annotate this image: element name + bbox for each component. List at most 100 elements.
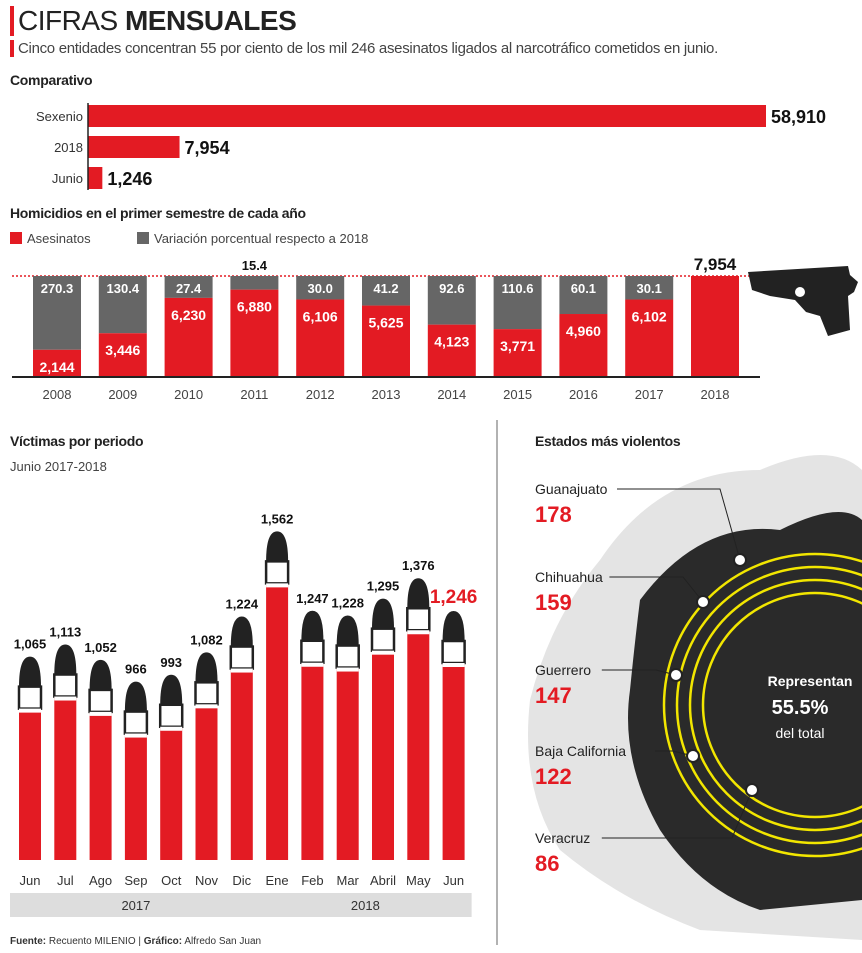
month-label: Abril <box>370 873 396 888</box>
victimas-bar <box>54 694 77 860</box>
state-marker <box>696 595 710 609</box>
asesinatos-value-label: 5,625 <box>368 315 403 331</box>
bullet-rim <box>266 583 289 588</box>
bullet-casing-icon <box>300 639 325 665</box>
month-label: Jun <box>443 873 464 888</box>
bullet-rim <box>54 696 77 701</box>
variation-value-label: 15.4 <box>242 258 268 273</box>
bullet-rim <box>160 726 183 731</box>
variation-bar <box>427 276 476 325</box>
victimas-value-label: 1,228 <box>331 596 364 611</box>
comparativo-bar <box>88 105 766 127</box>
month-label: Dic <box>232 873 251 888</box>
asesinatos-value-label: 4,123 <box>434 334 469 350</box>
year-label: 2017 <box>635 387 664 402</box>
victimas-bar <box>336 665 359 860</box>
year-group-label: 2017 <box>121 898 150 913</box>
year-label: 2011 <box>240 387 268 402</box>
comparativo-category-label: Junio <box>52 171 83 186</box>
bullet-tip-icon <box>336 615 359 646</box>
bullet-tip-icon <box>442 611 465 642</box>
asesinatos-value-label: 6,102 <box>632 309 667 325</box>
page-title: CIFRAS MENSUALES <box>10 5 297 36</box>
asesinatos-bar <box>691 276 739 377</box>
victimas-value-label: 1,065 <box>14 637 47 652</box>
month-label: May <box>406 873 431 888</box>
leader-line <box>617 488 741 561</box>
variation-value-label: 30.0 <box>308 281 333 296</box>
bullet-rim <box>442 663 465 668</box>
year-label: 2014 <box>437 387 466 402</box>
variation-bar <box>230 276 279 290</box>
state-value: 178 <box>535 502 572 527</box>
homicidios-title: Homicidios en el primer semestre de cada… <box>10 205 306 221</box>
credit: Alfredo San Juan <box>184 936 262 947</box>
bullet-casing-icon <box>194 681 219 706</box>
legend-label: Asesinatos <box>27 231 91 246</box>
victimas-bar <box>301 660 324 860</box>
asesinatos-value-label: 6,106 <box>303 308 338 324</box>
title-light: CIFRAS <box>18 5 118 36</box>
variation-bar <box>493 276 542 330</box>
bullet-casing-icon <box>406 606 431 632</box>
variation-value-label: 270.3 <box>41 281 74 296</box>
state-name: Chihuahua <box>535 569 603 585</box>
state-marker <box>669 668 683 682</box>
asesinatos-value-label: 6,230 <box>171 307 206 323</box>
asesinatos-bar <box>296 299 345 377</box>
variation-value-label: 30.1 <box>637 281 662 296</box>
victimas-value-label: 1,113 <box>49 625 81 640</box>
comparativo-bar <box>88 167 103 189</box>
variation-value-label: 41.2 <box>373 281 398 296</box>
variation-bar <box>362 276 410 306</box>
state-name: Guanajuato <box>535 481 608 497</box>
comparativo-category-label: Sexenio <box>36 109 83 124</box>
bullet-rim <box>195 704 218 709</box>
bullet-casing-icon <box>335 644 360 669</box>
victimas-value-label: 1,224 <box>226 597 259 612</box>
state-name: Guerrero <box>535 662 591 678</box>
victimas-bar <box>230 666 253 860</box>
variation-bar <box>296 276 345 300</box>
variation-bar <box>98 276 147 334</box>
bullet-rim <box>19 708 41 713</box>
comparativo-value-label: 1,246 <box>107 169 152 189</box>
variation-value-label: 130.4 <box>107 281 140 296</box>
title-bold: MENSUALES <box>124 5 297 36</box>
bullet-hole-halo <box>528 455 862 940</box>
leader-line <box>601 669 677 676</box>
bullet-tip-icon <box>407 578 430 609</box>
bullet-tip-icon <box>54 644 77 675</box>
year-label: 2016 <box>569 387 598 402</box>
victimas-subtitle: Junio 2017-2018 <box>10 459 107 474</box>
target-ring <box>662 552 862 858</box>
asesinatos-value-label: 2,144 <box>39 359 74 375</box>
bullet-casing-icon <box>370 627 396 652</box>
month-label: Mar <box>337 873 360 888</box>
subtitle: Cinco entidades concentran 55 por ciento… <box>10 40 718 57</box>
leader-line <box>601 789 753 839</box>
year-group-band <box>257 893 472 917</box>
victimas-bar <box>195 702 218 860</box>
victimas-value-label: 1,295 <box>367 579 400 594</box>
victimas-bar <box>160 724 183 860</box>
source: Recuento MILENIO <box>48 936 136 947</box>
bullet-rim <box>124 733 147 738</box>
victimas-value-label: 1,247 <box>296 591 329 606</box>
bullet-tip-icon <box>195 652 218 683</box>
credit-label: Gráfico: <box>143 936 183 947</box>
bullet-tip-icon <box>124 681 147 712</box>
bullet-tip-icon <box>160 674 183 705</box>
bullet-casing-icon <box>441 639 466 665</box>
victimas-bar <box>124 731 147 860</box>
asesinatos-bar <box>98 333 147 377</box>
asesinatos-value-label: 3,771 <box>500 338 535 354</box>
year-group-label: 2018 <box>351 898 380 913</box>
bullet-rim <box>336 667 359 672</box>
bullet-casing-icon <box>264 560 290 585</box>
bullet-rim <box>372 650 394 655</box>
state-value: 159 <box>535 590 572 615</box>
bullet-tip-icon <box>372 598 394 629</box>
